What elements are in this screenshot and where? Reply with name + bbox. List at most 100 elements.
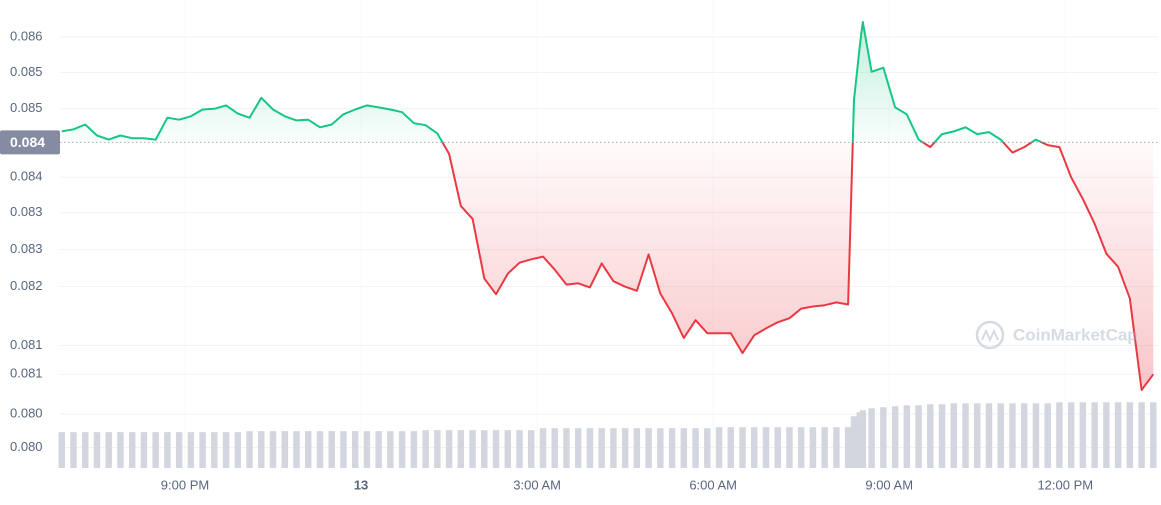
volume-bar <box>891 406 899 468</box>
volume-bar <box>962 403 969 468</box>
volume-bar <box>821 427 828 468</box>
x-tick-label: 6:00 AM <box>689 477 737 492</box>
volume-bar <box>1126 402 1134 468</box>
volume-bar <box>927 404 934 468</box>
volume-bar <box>657 428 664 468</box>
volume-bar <box>1138 402 1145 468</box>
volume-bar <box>586 428 594 468</box>
volume-bar <box>645 428 652 468</box>
volume-bar <box>668 428 676 468</box>
volume-bar <box>868 408 875 468</box>
x-tick-label: 12:00 PM <box>1037 477 1093 492</box>
volume-bar <box>774 427 781 468</box>
volume-bar <box>539 428 547 468</box>
volume-bar <box>492 430 500 468</box>
volume-bar <box>246 431 253 468</box>
volume-bar <box>434 430 441 468</box>
volume-bar <box>563 428 570 468</box>
volume-bar <box>93 432 101 468</box>
volume-bars <box>58 402 1157 468</box>
y-tick-label: 0.085 <box>10 64 43 79</box>
price-line-up <box>61 20 1045 143</box>
volume-bar <box>1009 403 1016 468</box>
volume-bar <box>457 430 465 468</box>
volume-bar <box>305 431 312 468</box>
x-tick-label: 9:00 PM <box>161 477 209 492</box>
volume-bar <box>175 432 183 468</box>
y-tick-label: 0.086 <box>10 28 43 43</box>
volume-bar <box>58 432 65 468</box>
volume-bar <box>445 430 453 468</box>
volume-bar <box>117 432 124 468</box>
volume-bar <box>797 427 805 468</box>
watermark-logo <box>975 320 1005 350</box>
volume-bar <box>363 431 371 468</box>
volume-bar <box>504 430 511 468</box>
volume-bar <box>850 416 858 468</box>
volume-bar <box>1056 402 1063 468</box>
y-tick-label: 0.081 <box>10 366 43 381</box>
volume-bar <box>222 432 230 468</box>
price-line-down <box>441 142 1155 391</box>
volume-bar <box>997 403 1004 468</box>
y-tick-label: 0.080 <box>10 439 43 454</box>
volume-bar <box>1032 403 1040 468</box>
volume-bar <box>410 431 418 468</box>
volume-bar <box>164 432 171 468</box>
y-tick-label: 0.083 <box>10 241 43 256</box>
volume-bar <box>880 407 887 468</box>
volume-bar <box>950 403 958 468</box>
volume-bar <box>621 428 629 468</box>
volume-bar <box>633 428 641 468</box>
volume-bar <box>809 427 817 468</box>
volume-bar <box>481 430 488 468</box>
volume-bar <box>398 431 406 468</box>
volume-bar <box>598 428 605 468</box>
volume-bar <box>1150 402 1157 468</box>
volume-bar <box>469 430 476 468</box>
y-tick-label: 0.081 <box>10 337 43 352</box>
y-tick-label: 0.085 <box>10 100 43 115</box>
volume-bar <box>375 431 382 468</box>
volume-bar <box>258 431 265 468</box>
volume-bar <box>187 432 195 468</box>
volume-bar <box>715 427 723 468</box>
volume-bar <box>915 405 922 468</box>
y-tick-label: 0.084 <box>10 169 43 184</box>
volume-bar <box>140 432 148 468</box>
volume-bar <box>844 427 852 468</box>
volume-bar <box>1103 402 1110 468</box>
volume-bar <box>199 432 206 468</box>
baseline-label: 0.084 <box>10 134 45 150</box>
y-tick-label: 0.080 <box>10 405 43 420</box>
baseline-label-box <box>0 130 60 155</box>
volume-bar <box>786 427 793 468</box>
volume-bar <box>762 427 770 468</box>
volume-bar <box>727 427 734 468</box>
volume-bar <box>281 431 288 468</box>
watermark-logo-mark <box>981 328 999 343</box>
volume-bar <box>105 432 112 468</box>
volume-bar <box>128 432 136 468</box>
volume-bar <box>351 431 359 468</box>
volume-bar <box>610 428 617 468</box>
volume-bar <box>340 431 347 468</box>
volume-bar <box>528 430 535 468</box>
volume-bar <box>387 431 394 468</box>
volume-bar <box>422 430 429 468</box>
volume-bar <box>516 430 523 468</box>
volume-bar <box>1091 402 1098 468</box>
volume-bar <box>1020 403 1028 468</box>
volume-bar <box>903 405 911 468</box>
volume-bar <box>1114 402 1122 468</box>
x-tick-label: 9:00 AM <box>865 477 913 492</box>
watermark: CoinMarketCap <box>975 320 1138 350</box>
volume-bar <box>985 403 993 468</box>
y-tick-label: 0.083 <box>10 204 43 219</box>
volume-bar <box>680 428 688 468</box>
volume-bar <box>82 432 89 468</box>
volume-bar <box>974 403 981 468</box>
volume-bar <box>293 431 300 468</box>
